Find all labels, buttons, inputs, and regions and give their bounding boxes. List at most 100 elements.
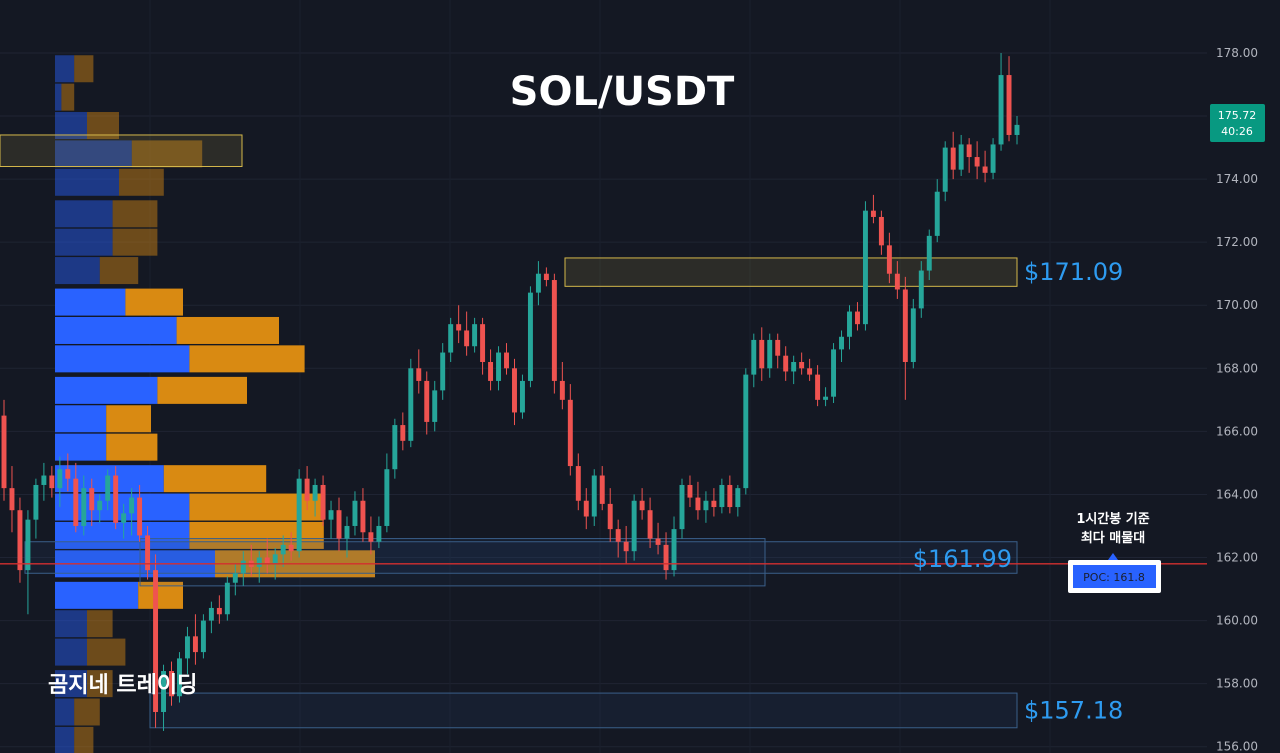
candle-body — [926, 235, 932, 271]
candle-body — [41, 475, 47, 485]
candle-body — [440, 352, 446, 391]
candle-body — [695, 497, 701, 511]
candle-body — [448, 324, 454, 353]
annotation-line-1: 1시간봉 기준 — [1076, 511, 1149, 527]
candle-body — [376, 525, 382, 542]
candle-body — [105, 475, 111, 501]
volume-bar-down — [74, 698, 100, 726]
candle-body — [416, 368, 422, 381]
candle-body — [153, 570, 159, 713]
candle-body — [583, 500, 589, 517]
candle-body — [129, 497, 135, 514]
candle-body — [966, 144, 972, 158]
candle-body — [982, 166, 988, 173]
volume-bar-down — [131, 140, 203, 168]
candle-body — [432, 390, 438, 422]
candle-body — [854, 311, 860, 325]
annotation-pointer-icon — [1108, 553, 1118, 560]
candle-body — [408, 368, 414, 441]
volume-bar-down — [189, 493, 324, 521]
candle-body — [488, 362, 494, 381]
candle-body — [703, 500, 709, 511]
volume-bar-down — [106, 405, 151, 433]
candle-body — [751, 339, 757, 375]
candle-body — [121, 513, 127, 523]
candle-body — [727, 484, 733, 508]
candle-body — [743, 374, 749, 489]
level-zone — [564, 257, 1018, 287]
candle-body — [65, 469, 71, 479]
volume-bar-up — [55, 581, 139, 609]
volume-bar-down — [119, 168, 164, 196]
level-zone — [149, 692, 1018, 729]
chart-title: SOL/USDT — [510, 69, 735, 115]
candle-body — [815, 374, 821, 400]
y-tick-label: 170.00 — [1216, 298, 1258, 312]
candle-body — [591, 475, 597, 517]
candle-body — [543, 273, 549, 281]
level-label: $171.09 — [1024, 258, 1123, 286]
volume-bar-up — [55, 726, 75, 753]
candle-body — [456, 324, 462, 331]
volume-bar-up — [55, 405, 107, 433]
volume-bar-down — [189, 345, 305, 373]
candle-body — [328, 510, 334, 520]
candle-body — [296, 478, 302, 552]
level-label: $161.99 — [913, 545, 1012, 573]
candle-body — [551, 280, 557, 381]
y-tick-label: 158.00 — [1216, 677, 1258, 691]
volume-bar-down — [112, 228, 158, 256]
volume-bar-up — [55, 83, 62, 111]
candle-body — [607, 503, 613, 530]
candle-body — [97, 500, 103, 511]
candle-body — [615, 529, 621, 542]
candle-body — [17, 510, 23, 571]
candle-body — [886, 245, 892, 274]
volume-bar-up — [55, 55, 75, 83]
candle-body — [232, 573, 238, 583]
candle-body — [256, 557, 262, 567]
level-zone — [0, 134, 243, 168]
candle-body — [280, 544, 286, 555]
volume-bar-down — [112, 200, 158, 228]
candle-body — [527, 292, 533, 381]
last-price-badge[interactable] — [1210, 104, 1265, 142]
y-tick-label: 160.00 — [1216, 614, 1258, 628]
level-zones — [0, 134, 1018, 729]
candle-body — [639, 500, 645, 511]
y-tick-label: 156.00 — [1216, 740, 1258, 753]
volume-bar-up — [55, 140, 132, 168]
candle-body — [208, 607, 214, 621]
volume-bar-down — [176, 316, 279, 344]
volume-bar-up — [55, 200, 113, 228]
candle-body — [504, 352, 509, 369]
candle-body — [847, 311, 852, 337]
candle-body — [216, 607, 222, 615]
candle-body — [169, 671, 174, 697]
candle-body — [902, 289, 908, 363]
volume-bar-up — [55, 670, 87, 698]
volume-bar-down — [99, 257, 139, 285]
volume-bar-up — [55, 345, 190, 373]
candle-body — [81, 488, 87, 526]
last-price: 175.72 — [1218, 109, 1257, 122]
candle-body — [288, 544, 294, 552]
candle-body — [137, 497, 143, 536]
candle-body — [145, 535, 151, 571]
volume-bar-down — [74, 726, 94, 753]
candle-body — [934, 191, 940, 236]
volume-bar-down — [125, 288, 183, 316]
candle-body — [559, 380, 565, 400]
candle-body — [360, 500, 366, 533]
volume-bar-up — [55, 521, 190, 549]
level-labels: $171.09 $161.99 $157.18 — [913, 258, 1124, 725]
candle-body — [799, 362, 805, 369]
candle-body — [687, 484, 693, 498]
candle-body — [304, 478, 310, 501]
volume-bar-up — [55, 698, 75, 726]
candle-body — [679, 484, 685, 530]
y-tick-label: 166.00 — [1216, 424, 1258, 438]
candle-body — [9, 488, 15, 511]
candlestick-series — [1, 52, 1020, 731]
